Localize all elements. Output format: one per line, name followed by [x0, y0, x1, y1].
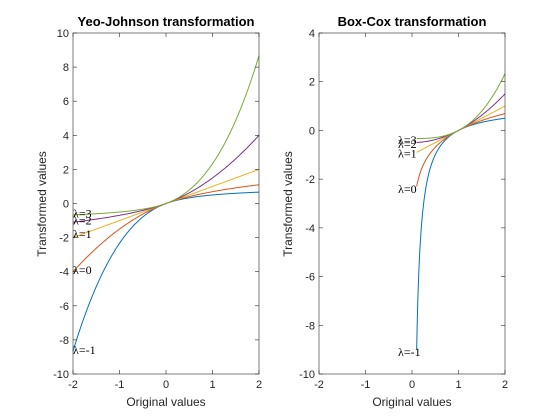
- x-tick-label: 1: [455, 379, 461, 391]
- x-axis-ticks: -2 -1 0 1 2: [68, 33, 262, 391]
- y-axis-label: Transformed values: [281, 151, 295, 257]
- lambda-label: λ=0: [398, 182, 417, 196]
- chart-title: Yeo-Johnson transformation: [78, 14, 255, 29]
- y-tick-label: 2: [309, 77, 315, 89]
- y-tick-label: -10: [53, 369, 69, 381]
- y-tick-label: 10: [57, 28, 69, 40]
- x-tick-label: -1: [361, 379, 371, 391]
- x-tick-label: 2: [256, 379, 262, 391]
- x-tick-label: -2: [68, 379, 78, 391]
- x-tick-label: 0: [163, 379, 169, 391]
- y-tick-label: -2: [305, 174, 315, 186]
- lambda-labels: λ=-1 λ=0 λ=1λ=2λ=3: [398, 133, 421, 359]
- lambda-label: λ=3: [73, 207, 92, 221]
- lambda-label: λ=2: [73, 214, 92, 228]
- y-tick-label: 4: [309, 28, 315, 40]
- y-tick-label: -8: [59, 335, 69, 347]
- y-tick-label: 4: [63, 130, 69, 142]
- y-axis-ticks: -10 -8 -6 -4 -2 0 2 4 6 8 10: [53, 28, 259, 381]
- y-tick-label: 0: [309, 125, 315, 137]
- y-tick-label: -6: [59, 301, 69, 313]
- y-tick-label: 8: [63, 62, 69, 74]
- x-tick-label: -2: [314, 379, 324, 391]
- curves: [72, 55, 260, 352]
- y-axis-ticks: -10 -8 -6 -4 -2 0 2 4: [299, 28, 505, 381]
- y-tick-label: -4: [59, 267, 69, 279]
- y-tick-label: 6: [63, 96, 69, 108]
- series-line-lambda-3: [72, 55, 260, 216]
- yeo-johnson-panel: Yeo-Johnson transformation Original valu…: [35, 14, 262, 409]
- y-axis-label: Transformed values: [35, 151, 49, 257]
- box-cox-panel: Box-Cox transformation Original values T…: [281, 14, 508, 409]
- lambda-label: λ=-1: [73, 343, 96, 357]
- y-tick-label: -6: [305, 272, 315, 284]
- y-tick-label: -2: [59, 233, 69, 245]
- x-axis-label: Original values: [126, 395, 205, 409]
- curves: [416, 73, 506, 350]
- lambda-label: λ=1: [73, 227, 92, 241]
- lambda-label: λ=3: [398, 133, 417, 147]
- x-tick-label: 0: [409, 379, 415, 391]
- y-tick-label: 0: [63, 199, 69, 211]
- lambda-label: λ=1: [398, 147, 417, 161]
- y-tick-label: -8: [305, 320, 315, 332]
- y-tick-label: -10: [299, 369, 315, 381]
- lambda-label: λ=-1: [398, 345, 421, 359]
- x-axis-label: Original values: [372, 395, 451, 409]
- x-tick-label: 2: [502, 379, 508, 391]
- y-tick-label: 2: [63, 164, 69, 176]
- x-tick-label: 1: [209, 379, 215, 391]
- x-tick-label: -1: [115, 379, 125, 391]
- x-axis-ticks: -2 -1 0 1 2: [314, 33, 508, 391]
- lambda-labels: λ=-1 λ=0 λ=1λ=2λ=3: [73, 207, 96, 357]
- y-tick-label: -4: [305, 223, 315, 235]
- lambda-label: λ=0: [73, 263, 92, 277]
- lambda-label: λ=2: [398, 137, 417, 151]
- series-line-lambda-3: [416, 73, 506, 140]
- chart-title: Box-Cox transformation: [338, 14, 487, 29]
